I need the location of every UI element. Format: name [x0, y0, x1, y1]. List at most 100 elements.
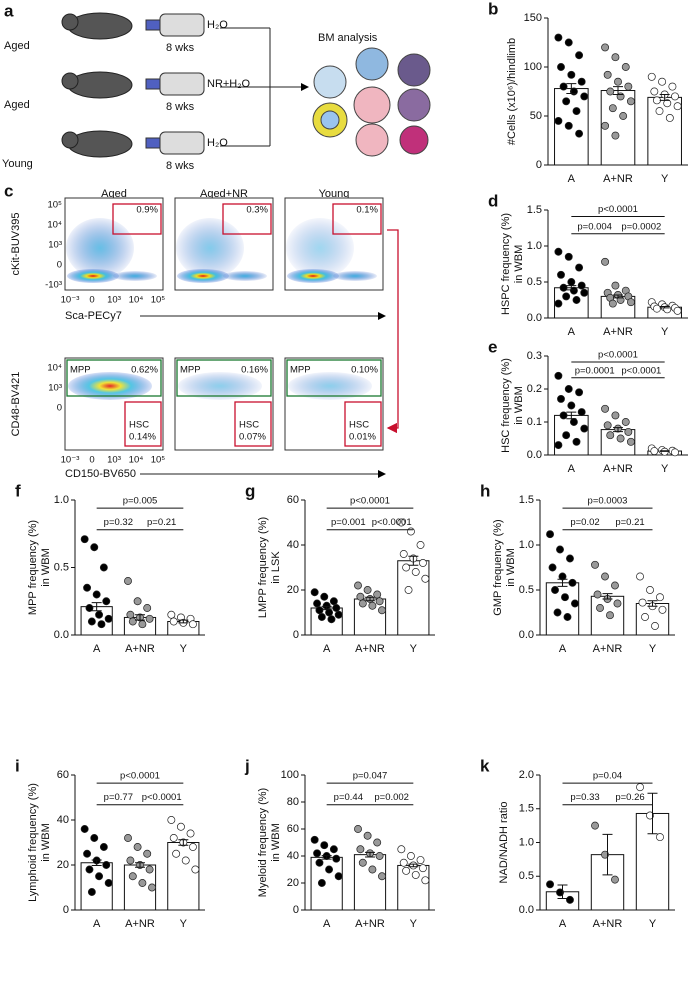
- panel-label: f: [15, 481, 21, 500]
- y-tick-label: 20: [287, 584, 299, 596]
- data-point: [97, 620, 106, 629]
- p-value: p=0.04: [593, 771, 622, 782]
- error-bar: [613, 86, 623, 95]
- y-tick-label: 0.0: [527, 312, 542, 324]
- data-point: [138, 620, 147, 629]
- x-tick-label: Y: [661, 326, 669, 338]
- data-point: [596, 604, 604, 612]
- gate-value: 0.62%: [131, 365, 158, 376]
- error-bar: [365, 596, 375, 602]
- duration-label: 8 wks: [166, 42, 195, 54]
- y-tick-label: 1.0: [54, 494, 69, 506]
- data-point: [416, 856, 425, 865]
- data-point: [557, 270, 565, 279]
- data-point: [601, 43, 610, 52]
- y-tick-label: 20: [287, 877, 299, 889]
- y-tick-label: 0.0: [519, 904, 534, 916]
- group-label: Aged: [4, 40, 30, 52]
- data-point: [181, 856, 190, 865]
- flow-tick: 10³: [107, 455, 121, 466]
- data-point: [611, 53, 620, 62]
- data-point: [334, 610, 343, 619]
- data-point: [95, 610, 104, 619]
- data-point: [619, 112, 628, 120]
- mouse: [67, 130, 133, 158]
- data-point: [562, 97, 571, 106]
- data-point: [591, 821, 599, 830]
- x-tick-label: Y: [410, 918, 418, 930]
- data-point: [591, 560, 599, 569]
- data-point: [128, 872, 137, 881]
- data-point: [378, 606, 386, 615]
- data-point: [626, 437, 635, 446]
- data-point: [646, 811, 654, 820]
- p-value: p<0.0001: [120, 771, 160, 782]
- y-tick-label: 150: [524, 12, 542, 24]
- data-point: [104, 879, 113, 887]
- y-tick-label: 80: [287, 796, 299, 808]
- data-point: [580, 288, 589, 297]
- panel-label: d: [488, 191, 498, 210]
- y-axis-label: in WBM: [40, 548, 52, 587]
- data-point: [313, 849, 322, 858]
- data-point: [368, 865, 377, 874]
- data-point: [148, 883, 156, 892]
- y-tick-label: 0.5: [527, 276, 542, 288]
- gate-value: 0.10%: [351, 365, 378, 376]
- data-point: [624, 82, 633, 91]
- data-point: [554, 299, 563, 308]
- bottle: [159, 72, 205, 96]
- y-tick-label: 0.2: [527, 383, 542, 395]
- data-point: [562, 431, 571, 440]
- data-point: [601, 257, 610, 266]
- mouse-head: [61, 131, 79, 149]
- data-point: [663, 99, 672, 108]
- data-point: [133, 597, 142, 606]
- data-point: [167, 816, 176, 824]
- group-label: Young: [2, 158, 33, 170]
- data-point: [556, 545, 564, 554]
- flow-tick: 0: [57, 403, 62, 414]
- flow-tick: -10³: [45, 280, 62, 291]
- data-point: [608, 299, 617, 308]
- mpp-gate: [66, 359, 162, 397]
- data-point: [603, 70, 612, 79]
- data-point: [329, 597, 338, 606]
- data-point: [124, 834, 132, 842]
- data-point: [569, 286, 578, 295]
- flow-title: Aged+NR: [200, 188, 248, 200]
- panel-label: a: [4, 1, 14, 20]
- data-point: [575, 129, 584, 138]
- data-point: [310, 835, 319, 844]
- flow-tick: 10⁵: [151, 455, 166, 466]
- data-point: [406, 852, 415, 860]
- data-point: [80, 825, 89, 833]
- x-tick-label: A+NR: [125, 643, 155, 655]
- y-axis-label: NAD/NADH ratio: [498, 802, 510, 884]
- y-tick-label: 1.5: [519, 803, 534, 815]
- error-bar: [659, 450, 670, 452]
- data-point: [572, 296, 581, 304]
- data-point: [562, 292, 571, 301]
- y-tick-label: 1.5: [519, 494, 534, 506]
- data-point: [126, 856, 135, 865]
- x-tick-label: A+NR: [355, 643, 385, 655]
- p-value: p<0.0001: [142, 792, 182, 803]
- data-point: [567, 70, 576, 79]
- data-point: [354, 581, 362, 590]
- x-tick-label: A: [323, 918, 331, 930]
- density: [68, 372, 152, 400]
- y-axis-label: #Cells (x10⁶)/hindlimb: [506, 38, 518, 145]
- error-bar: [602, 593, 613, 600]
- data-point: [650, 447, 659, 455]
- data-point: [368, 601, 377, 610]
- x-tick-label: Y: [180, 918, 188, 930]
- y-axis-label: in WBM: [513, 245, 525, 284]
- data-point: [188, 843, 197, 851]
- data-point: [580, 92, 589, 101]
- density: [288, 372, 372, 400]
- error-bar: [91, 602, 102, 612]
- data-point: [176, 822, 185, 831]
- y-tick-label: 60: [287, 823, 299, 835]
- y-axis-label: in WBM: [40, 823, 52, 862]
